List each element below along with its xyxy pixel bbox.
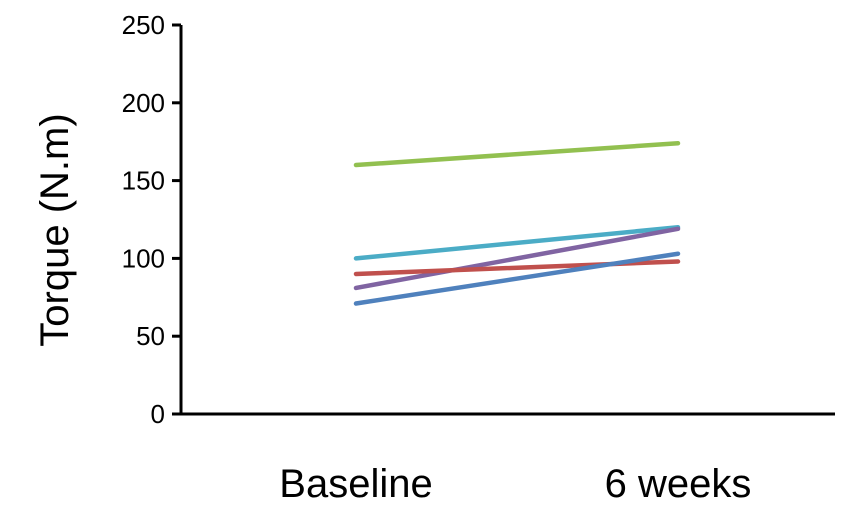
series-line-5 xyxy=(353,251,681,306)
y-tick-label: 150 xyxy=(122,166,165,196)
y-tick-label: 50 xyxy=(136,321,165,351)
series-lines xyxy=(353,141,681,306)
x-category-label: 6 weeks xyxy=(605,462,752,505)
y-tick-label: 0 xyxy=(151,399,165,429)
series-line-1 xyxy=(353,141,681,168)
y-ticks: 0 50 100 150 200 250 xyxy=(122,10,181,429)
x-category-label: Baseline xyxy=(279,462,432,505)
series-line-2 xyxy=(353,225,681,261)
y-tick-label: 250 xyxy=(122,10,165,40)
x-category-labels: Baseline 6 weeks xyxy=(279,462,751,505)
series-line-3 xyxy=(353,226,681,291)
y-axis-title: Torque (N.m) xyxy=(33,113,77,346)
y-tick-label: 200 xyxy=(122,88,165,118)
y-tick-label: 100 xyxy=(122,243,165,273)
